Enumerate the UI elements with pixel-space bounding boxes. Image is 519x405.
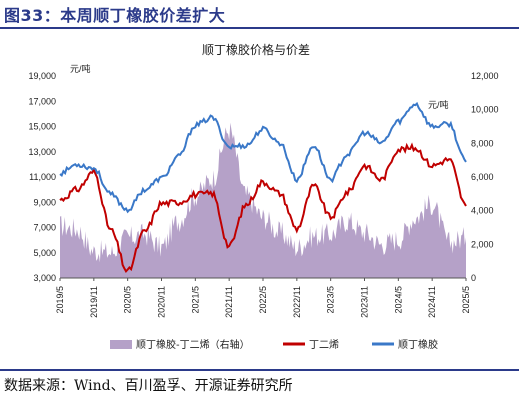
source-rule — [0, 369, 519, 371]
right-tick-label: 4,000 — [471, 206, 494, 216]
legend-label-br-rubber: 顺丁橡胶 — [398, 338, 438, 351]
left-tick-label: 9,000 — [33, 197, 56, 207]
legend-swatch-spread — [110, 340, 132, 349]
x-tick-label: 2021/5 — [190, 286, 200, 314]
title-rule — [0, 27, 519, 29]
legend-label-spread: 顺丁橡胶-丁二烯（右轴） — [136, 338, 250, 351]
right-tick-label: 10,000 — [471, 105, 499, 115]
left-tick-label: 19,000 — [28, 71, 56, 81]
left-tick-label: 15,000 — [28, 122, 56, 132]
x-tick-label: 2022/5 — [258, 286, 268, 314]
right-tick-label: 8,000 — [471, 138, 494, 148]
series-butadiene-line — [59, 142, 467, 273]
x-tick-label: 2020/5 — [123, 286, 133, 314]
right-axis-unit: 元/吨 — [428, 99, 449, 110]
left-tick-label: 17,000 — [28, 96, 56, 106]
left-tick-label: 13,000 — [28, 147, 56, 157]
left-tick-label: 3,000 — [33, 273, 56, 283]
legend-label-butadiene: 丁二烯 — [309, 338, 339, 351]
left-axis-unit: 元/吨 — [70, 63, 91, 74]
left-tick-label: 7,000 — [33, 223, 56, 233]
right-axis: 0 2,000 4,000 6,000 8,000 10,000 12,000 — [471, 71, 499, 283]
chart-title: 顺丁橡胶价格与价差 — [202, 42, 310, 57]
chart: 顺丁橡胶价格与价差 3,000 5,000 7,000 9,000 11,000 13,0… — [28, 42, 499, 351]
x-tick-label: 2019/11 — [89, 286, 99, 318]
source-note: 数据来源：Wind、百川盈孚、开源证券研究所 — [4, 378, 293, 394]
x-tick-label: 2022/11 — [292, 286, 302, 318]
legend: 顺丁橡胶-丁二烯（右轴） 丁二烯 顺丁橡胶 — [110, 338, 438, 351]
series-br-rubber-line — [59, 101, 467, 214]
plot-area — [59, 101, 467, 279]
x-tick-label: 2025/5 — [461, 286, 471, 314]
x-tick-label: 2024/11 — [427, 286, 437, 318]
series-spread-area — [60, 122, 466, 278]
figure-title: 图33：本周顺丁橡胶价差扩大 — [4, 6, 226, 25]
right-tick-label: 2,000 — [471, 239, 494, 249]
x-tick-label: 2020/11 — [157, 286, 167, 318]
x-tick-label: 2019/5 — [55, 286, 65, 314]
right-tick-label: 12,000 — [471, 71, 499, 81]
x-tick-label: 2023/11 — [360, 286, 370, 318]
x-tick-label: 2023/5 — [326, 286, 336, 314]
left-tick-label: 5,000 — [33, 248, 56, 258]
left-tick-label: 11,000 — [29, 172, 56, 182]
x-axis: 2019/5 2019/11 2020/5 2020/11 2021/5 2021/11 2… — [55, 278, 471, 318]
left-axis: 3,000 5,000 7,000 9,000 11,000 13,000 15,000 17… — [28, 71, 56, 283]
x-tick-label: 2021/11 — [224, 286, 234, 318]
right-tick-label: 0 — [471, 273, 476, 283]
x-tick-label: 2024/5 — [393, 286, 403, 314]
right-tick-label: 6,000 — [471, 172, 494, 182]
